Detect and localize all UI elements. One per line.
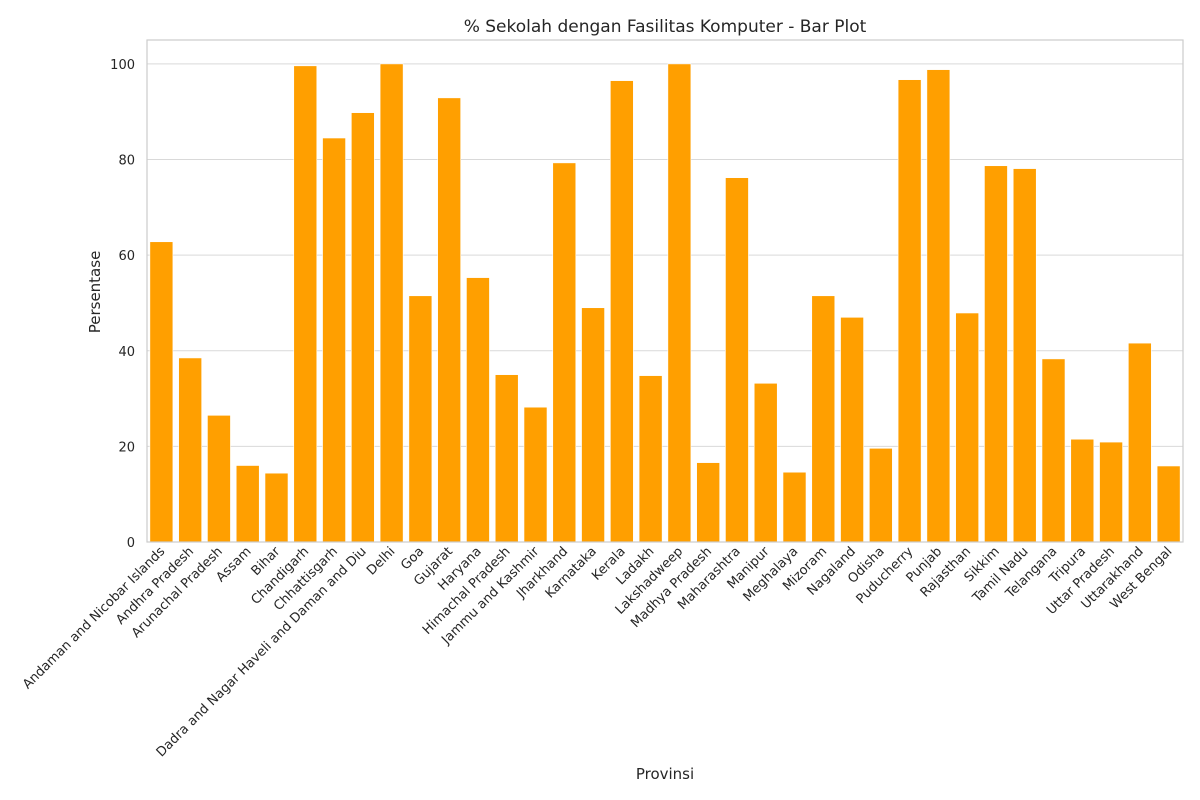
bar-dadra-and-nagar-haveli-and-daman-and-diu <box>351 112 375 543</box>
bar-tamil-nadu <box>1012 168 1037 543</box>
bar-bihar <box>264 472 289 543</box>
bar-manipur <box>753 382 778 543</box>
bar-tripura <box>1070 438 1095 543</box>
bar-jammu-and-kashmir <box>523 406 548 543</box>
bar-haryana <box>466 277 490 543</box>
bar-punjab <box>926 69 951 543</box>
y-axis-title: Persentase <box>86 251 104 334</box>
y-tick-label: 100 <box>110 58 135 73</box>
y-tick-label: 80 <box>118 154 135 169</box>
bar-goa <box>408 295 433 543</box>
bar-west-bengal <box>1156 465 1181 543</box>
bar-uttarakhand <box>1128 342 1152 543</box>
bar-gujarat <box>437 97 461 543</box>
bar-andhra-pradesh <box>178 357 202 543</box>
y-tick-label: 20 <box>118 440 135 455</box>
chart-title: % Sekolah dengan Fasilitas Komputer - Ba… <box>464 17 867 37</box>
bar-lakshadweep <box>667 63 692 543</box>
bar-arunachal-pradesh <box>207 415 231 543</box>
plot-frame <box>146 39 1184 543</box>
bar-madhya-pradesh <box>696 462 720 543</box>
bar-ladakh <box>638 375 663 543</box>
bar-telangana <box>1041 358 1066 543</box>
bar-uttar-pradesh <box>1099 441 1123 543</box>
bar-delhi <box>379 63 404 543</box>
bar-jharkhand <box>552 162 577 543</box>
bar-puducherry <box>897 79 922 543</box>
y-tick-label: 60 <box>118 249 135 264</box>
bar-karnataka <box>581 307 605 543</box>
bar-kerala <box>610 80 634 543</box>
bar-mizoram <box>811 295 836 543</box>
bar-chhattisgarh <box>322 137 346 543</box>
bar-sikkim <box>984 165 1008 543</box>
bar-assam <box>235 465 260 543</box>
bar-meghalaya <box>782 471 807 543</box>
bar-chandigarh <box>293 65 318 543</box>
bar-himachal-pradesh <box>494 374 519 543</box>
bars <box>149 63 1181 543</box>
bar-andaman-and-nicobar-islands <box>149 241 174 543</box>
y-tick-labels: 0 20 40 60 80 100 <box>110 58 135 551</box>
bar-maharashtra <box>725 177 749 543</box>
bar-rajasthan <box>955 312 979 543</box>
y-tick-label: 40 <box>118 345 135 360</box>
x-axis-title: Provinsi <box>636 765 694 783</box>
bar-odisha <box>869 447 893 543</box>
bar-nagaland <box>840 316 864 543</box>
y-tick-label: 0 <box>127 536 135 551</box>
